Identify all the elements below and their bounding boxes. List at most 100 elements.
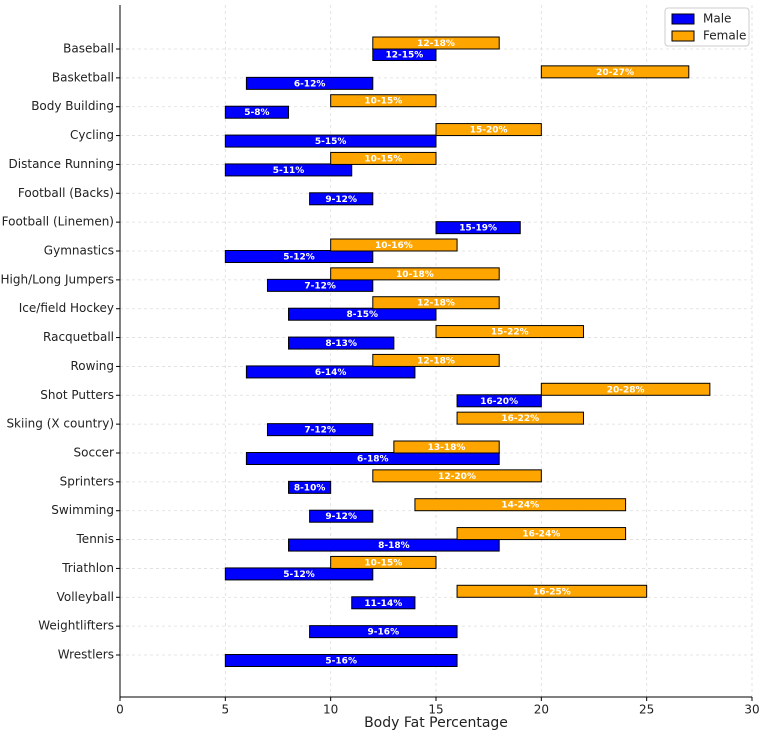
value-label: 13-18% [428, 443, 466, 453]
bar [435, 221, 521, 235]
y-tick-label: High/Long Jumpers [1, 272, 115, 286]
y-tick-label: Football (Linemen) [2, 215, 114, 229]
value-label: 6-12% [294, 79, 326, 89]
legend-label: Female [703, 29, 746, 43]
bar [456, 394, 542, 408]
bar [435, 123, 542, 137]
bar [266, 278, 374, 292]
bar [372, 296, 500, 310]
bar [330, 555, 437, 569]
y-tick-label: Volleyball [57, 590, 114, 604]
bar [224, 567, 374, 581]
value-label: 12-15% [385, 51, 423, 61]
bar [330, 151, 437, 165]
value-label: 15-19% [459, 224, 497, 234]
y-tick-label: Shot Putters [40, 388, 114, 402]
y-tick-label: Distance Running [9, 157, 114, 171]
value-label: 5-16% [325, 657, 357, 667]
value-label: 7-12% [304, 426, 336, 436]
value-label: 5-11% [273, 166, 305, 176]
bar [372, 353, 500, 367]
y-tick-label: Baseball [63, 42, 114, 56]
value-label: 7-12% [304, 281, 336, 291]
y-tick-label: Weightlifters [38, 619, 114, 633]
value-label: 8-18% [378, 541, 410, 551]
y-tick-label: Football (Backs) [18, 186, 114, 200]
bar [224, 654, 458, 667]
bar [330, 267, 500, 281]
legend-label: Male [703, 12, 731, 26]
value-label: 14-24% [501, 501, 539, 511]
x-tick-label: 10 [323, 703, 338, 717]
bar [540, 65, 690, 79]
bar [224, 134, 437, 148]
bar [435, 325, 584, 339]
bar [540, 382, 711, 396]
value-label: 16-25% [533, 587, 571, 597]
legend-swatch [671, 30, 695, 42]
value-label: 5-12% [283, 570, 315, 580]
value-label: 9-12% [325, 195, 357, 205]
x-tick-label: 5 [222, 703, 230, 717]
bar [372, 469, 542, 483]
value-label: 8-13% [325, 339, 357, 349]
value-label: 10-16% [375, 241, 413, 251]
value-label: 12-20% [438, 472, 476, 482]
bar [309, 625, 458, 639]
value-label: 20-28% [607, 385, 645, 395]
value-label: 10-15% [364, 558, 402, 568]
value-label: 12-18% [417, 299, 455, 309]
value-label: 6-14% [315, 368, 347, 378]
x-tick-label: 15 [428, 703, 443, 717]
value-label: 12-18% [417, 39, 455, 49]
x-tick-label: 0 [116, 703, 124, 717]
value-label: 5-15% [315, 137, 347, 147]
y-tick-label: Ice/field Hockey [19, 301, 114, 315]
bar [288, 336, 395, 350]
bar [309, 192, 374, 206]
y-tick-label: Skiing (X country) [6, 417, 114, 431]
bar [224, 105, 290, 119]
y-tick-label: Gymnastics [44, 244, 114, 258]
value-label: 10-15% [364, 97, 402, 107]
legend-swatch [671, 13, 695, 25]
value-label: 12-18% [417, 356, 455, 366]
bar [372, 36, 500, 50]
bar [245, 76, 374, 90]
value-label: 16-22% [501, 414, 539, 424]
y-tick-label: Basketball [52, 70, 114, 84]
value-label: 8-15% [346, 310, 378, 320]
bar [288, 480, 332, 494]
value-label: 16-20% [480, 397, 518, 407]
bar [309, 509, 374, 523]
bar [393, 440, 500, 454]
y-tick-label: Triathlon [61, 561, 114, 575]
value-label: 10-15% [364, 154, 402, 164]
bar [330, 94, 437, 108]
bar [351, 596, 416, 610]
y-tick-label: Wrestlers [58, 648, 114, 662]
bar [414, 498, 627, 512]
value-label: 11-14% [364, 599, 402, 609]
y-tick-label: Tennis [76, 532, 114, 546]
bar [224, 163, 353, 177]
y-tick-label: Body Building [31, 99, 114, 113]
bar [245, 365, 416, 379]
bar [456, 411, 584, 425]
value-label: 10-18% [396, 270, 434, 280]
y-tick-label: Swimming [51, 503, 114, 517]
value-label: 6-18% [357, 455, 389, 465]
x-tick-label: 25 [639, 703, 654, 717]
value-label: 20-27% [596, 68, 634, 78]
bar [224, 250, 374, 263]
bar [288, 307, 437, 321]
y-tick-label: Sprinters [60, 474, 114, 488]
bar [456, 584, 648, 598]
y-tick-label: Soccer [74, 446, 115, 460]
x-tick-label: 20 [534, 703, 549, 717]
value-label: 15-20% [470, 126, 508, 136]
bar [288, 538, 500, 552]
value-label: 16-24% [522, 530, 560, 540]
x-tick-label: 30 [744, 703, 759, 717]
